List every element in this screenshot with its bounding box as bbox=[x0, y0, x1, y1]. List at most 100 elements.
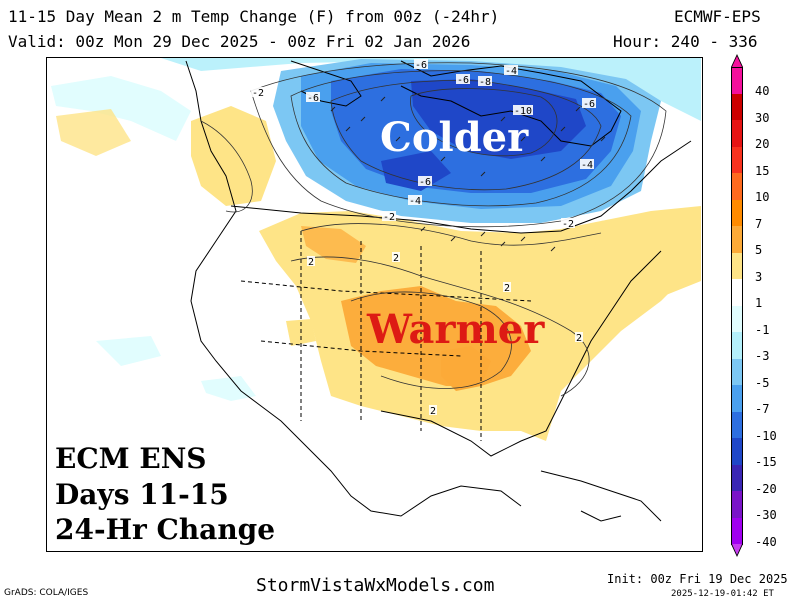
contour-label-bg bbox=[251, 87, 265, 97]
contour-label: -4 bbox=[581, 160, 593, 171]
map-canvas: -6 -6 -8 -4 -10 -6 -6 -2 -4 -6 -4 -2 -2 2 2 2 2 2 bbox=[51, 58, 701, 522]
color-scale-swatch bbox=[731, 173, 743, 201]
contour-label: -10 bbox=[514, 106, 532, 117]
contour-label-bg bbox=[478, 76, 492, 86]
warm-anomaly-west bbox=[191, 106, 276, 206]
color-scale-swatch bbox=[731, 358, 743, 386]
contour-label-bg bbox=[575, 332, 583, 342]
color-scale-label: -40 bbox=[755, 534, 777, 549]
contour-label-bg bbox=[456, 74, 470, 84]
contour-label: -4 bbox=[505, 66, 517, 77]
map-title: 11-15 Day Mean 2 m Temp Change (F) from … bbox=[8, 7, 500, 26]
contour-label-bg bbox=[408, 195, 422, 205]
generated-timestamp: 2025-12-19-01:42 ET bbox=[671, 589, 774, 599]
temperature-change-map: -6 -6 -8 -4 -10 -6 -6 -2 -4 -6 -4 -2 -2 2 2 2 2 2 Colder … bbox=[46, 57, 703, 552]
cool-shade-sw bbox=[201, 376, 256, 401]
contour-label-bg bbox=[392, 252, 400, 262]
color-scale-label: -30 bbox=[755, 508, 777, 522]
contour-label: -2 bbox=[383, 212, 395, 223]
color-scale-label: -15 bbox=[755, 455, 777, 469]
color-scale-label: 1 bbox=[755, 296, 763, 310]
color-scale-swatch bbox=[731, 411, 743, 439]
contour-label-bg bbox=[561, 218, 575, 228]
color-scale-swatch bbox=[731, 517, 743, 545]
cool-shade-north bbox=[161, 58, 701, 121]
color-scale-label: -3 bbox=[755, 349, 770, 363]
warm-anomaly-north bbox=[301, 226, 366, 263]
contour-label-bg bbox=[580, 159, 594, 169]
grads-credit: GrADS: COLA/IGES bbox=[4, 588, 89, 598]
color-scale-label: -20 bbox=[755, 481, 777, 496]
contour-label-bg bbox=[418, 176, 432, 186]
contour-label-bg bbox=[429, 405, 437, 415]
color-scale-label: 10 bbox=[755, 190, 770, 204]
color-scale-bottom-arrow bbox=[731, 544, 743, 557]
color-scale-label: -1 bbox=[755, 322, 770, 337]
warm-anomaly-peak bbox=[441, 346, 491, 391]
contour-label: 2 bbox=[308, 257, 314, 268]
contour-label: -6 bbox=[583, 99, 595, 110]
color-scale-label: -5 bbox=[755, 375, 770, 390]
color-scale-swatch bbox=[731, 146, 743, 174]
surface-observations bbox=[330, 96, 606, 252]
contour-label: -2 bbox=[252, 88, 264, 99]
color-scale-label: 3 bbox=[755, 269, 763, 284]
color-scale-swatch bbox=[731, 385, 743, 413]
contour-label-bg bbox=[504, 65, 518, 75]
contour-label: 2 bbox=[430, 406, 436, 417]
color-scale-swatch bbox=[731, 438, 743, 466]
color-scale-swatch bbox=[731, 199, 743, 227]
warmer-label: Warmer bbox=[367, 306, 545, 353]
contour-label: 2 bbox=[393, 253, 399, 264]
coastlines bbox=[185, 60, 692, 522]
contour-label-bg bbox=[513, 105, 533, 115]
contour-label: -2 bbox=[562, 219, 574, 230]
warm-anomaly-atlantic bbox=[591, 206, 701, 301]
contour-label-bg bbox=[307, 256, 315, 266]
contour-label-bg bbox=[414, 59, 428, 69]
color-scale-label: 15 bbox=[755, 163, 770, 178]
contour-label: -8 bbox=[479, 77, 491, 88]
color-scale-swatch bbox=[731, 305, 743, 333]
color-scale-label: 40 bbox=[755, 84, 770, 98]
forecast-hour: Hour: 240 - 336 bbox=[613, 32, 758, 51]
warm-anomaly-pacific bbox=[56, 109, 131, 156]
cold-anomaly-pocket bbox=[381, 151, 451, 191]
color-scale-swatch bbox=[731, 332, 743, 360]
color-scale-label: 20 bbox=[755, 137, 770, 151]
color-scale-swatch bbox=[731, 279, 743, 307]
contour-label: -6 bbox=[457, 75, 469, 86]
color-scale-swatch bbox=[731, 252, 743, 280]
cold-anomaly-core bbox=[411, 79, 586, 159]
color-scale-label: -10 bbox=[755, 428, 777, 443]
contour-lines bbox=[200, 62, 667, 397]
inset-line-model: ECM ENS bbox=[55, 442, 207, 475]
color-scale-swatch bbox=[731, 120, 743, 148]
init-time: Init: 00z Fri 19 Dec 2025 bbox=[607, 572, 788, 586]
contour-label: -6 bbox=[307, 93, 319, 104]
contour-label-bg bbox=[306, 92, 320, 102]
contour-label: -6 bbox=[419, 177, 431, 188]
color-scale-label: 30 bbox=[755, 110, 770, 125]
color-scale-label: 5 bbox=[755, 243, 763, 257]
inset-line-change: 24-Hr Change bbox=[55, 513, 276, 546]
valid-period: Valid: 00z Mon 29 Dec 2025 - 00z Fri 02 … bbox=[8, 32, 471, 51]
contour-label: 2 bbox=[504, 283, 510, 294]
contour-label: 2 bbox=[576, 333, 582, 344]
model-name: ECMWF-EPS bbox=[674, 7, 761, 26]
contour-label-bg bbox=[582, 98, 596, 108]
color-scale-label: -7 bbox=[755, 402, 770, 416]
color-scale-label: 7 bbox=[755, 216, 763, 231]
colder-label: Colder bbox=[380, 114, 529, 161]
contour-label-bg bbox=[382, 211, 396, 221]
cool-shade-pacific bbox=[51, 76, 191, 141]
contour-label: -4 bbox=[409, 196, 421, 207]
contour-label: -6 bbox=[415, 60, 427, 71]
site-credit: StormVistaWxModels.com bbox=[256, 575, 495, 596]
contour-labels: -6 -6 -8 -4 -10 -6 -6 -2 -4 -6 -4 -2 -2 2 2 2 2 2 bbox=[251, 59, 596, 417]
color-scale-top-arrow bbox=[731, 54, 743, 67]
inset-line-days: Days 11-15 bbox=[55, 478, 229, 511]
color-scale-swatch bbox=[731, 491, 743, 519]
contour-label-bg bbox=[503, 282, 511, 292]
color-scale-swatch bbox=[731, 93, 743, 121]
